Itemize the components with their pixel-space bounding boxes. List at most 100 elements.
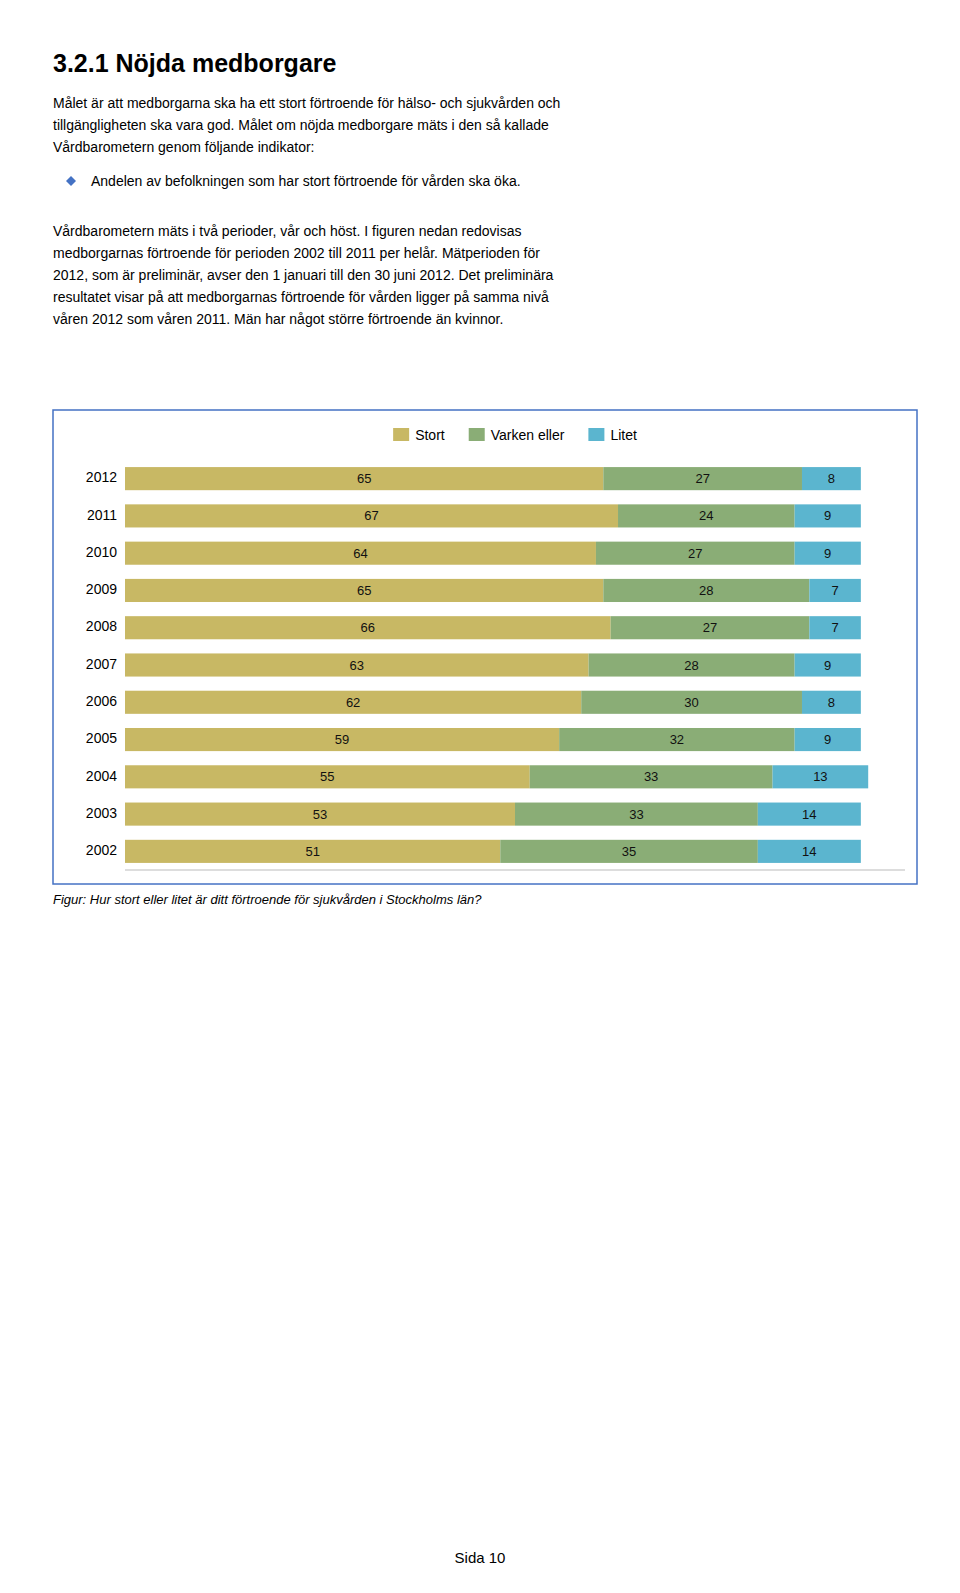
data-label: 7 [831, 620, 838, 635]
bar-segment [758, 803, 861, 826]
data-label: 33 [629, 807, 643, 822]
y-tick-label: 2003 [86, 805, 117, 821]
data-label: 9 [824, 658, 831, 673]
bar-segment [589, 653, 795, 676]
legend-swatch [393, 428, 409, 441]
data-label: 28 [684, 658, 698, 673]
bar-segment [773, 765, 869, 788]
page: 3.2.1 Nöjda medborgare Målet är att medbo… [0, 0, 960, 1593]
bar-segment [802, 691, 861, 714]
y-tick-label: 2011 [87, 507, 117, 523]
legend-label: Litet [610, 427, 637, 443]
y-tick-label: 2007 [86, 656, 117, 672]
body-text: 2012, som är preliminär, avser den 1 jan… [53, 267, 554, 283]
data-label: 9 [824, 546, 831, 561]
body-text: Vårdbarometern genom följande indikator: [53, 139, 315, 155]
chart-border [53, 410, 917, 884]
legend-swatch [469, 428, 485, 441]
bars [125, 467, 868, 863]
data-label: 67 [364, 508, 378, 523]
legend-item: Stort [393, 427, 445, 443]
data-label: 8 [828, 471, 835, 486]
y-tick-label: 2010 [86, 544, 117, 560]
bar-segment [795, 728, 861, 751]
data-label: 63 [350, 658, 364, 673]
bar-segment [125, 504, 618, 527]
data-label: 9 [824, 508, 831, 523]
bar-segment [125, 542, 596, 565]
data-label: 64 [353, 546, 367, 561]
bar-segment [559, 728, 794, 751]
data-label: 35 [622, 844, 636, 859]
data-label: 55 [320, 769, 334, 784]
bar-segment [125, 728, 559, 751]
bar-segment [603, 467, 802, 490]
bar-segment [795, 542, 861, 565]
bar-segment [125, 691, 581, 714]
data-label: 32 [670, 732, 684, 747]
bar-segment [603, 579, 809, 602]
bar-segment [618, 504, 795, 527]
data-label: 51 [305, 844, 319, 859]
data-label: 53 [313, 807, 327, 822]
y-tick-label: 2009 [86, 581, 117, 597]
bar-segment [809, 616, 861, 639]
legend-item: Litet [588, 427, 637, 443]
bar-segment [795, 504, 861, 527]
bar-segment [802, 467, 861, 490]
bar-segment [125, 765, 530, 788]
data-label: 13 [813, 769, 827, 784]
y-tick-label: 2002 [86, 842, 117, 858]
bar-segment [530, 765, 773, 788]
bar-segment [581, 691, 802, 714]
data-label: 62 [346, 695, 360, 710]
bar-segment [809, 579, 861, 602]
bar-segment [515, 803, 758, 826]
bullet-text: Andelen av befolkningen som har stort fö… [91, 173, 521, 189]
bar-segment [758, 840, 861, 863]
bar-segment [125, 616, 611, 639]
bar-segment [125, 467, 603, 490]
bar-segment [596, 542, 795, 565]
data-label: 7 [831, 583, 838, 598]
caption: Figur: Hur stort eller litet är ditt för… [53, 892, 482, 907]
body-text: våren 2012 som våren 2011. Män har något… [53, 311, 503, 327]
body-text: tillgängligheten ska vara god. Målet om … [53, 117, 549, 133]
data-label: 14 [802, 844, 816, 859]
data-label: 65 [357, 583, 371, 598]
legend-label: Stort [415, 427, 445, 443]
data-label: 8 [828, 695, 835, 710]
body-text: Målet är att medborgarna ska ha ett stor… [53, 95, 560, 111]
y-tick-label: 2006 [86, 693, 117, 709]
y-tick-label: 2008 [86, 618, 117, 634]
legend: Stort Varken eller Litet [393, 427, 637, 443]
y-tick-label: 2005 [86, 730, 117, 746]
data-label: 30 [684, 695, 698, 710]
body-text: Vårdbarometern mäts i två perioder, vår … [53, 223, 521, 239]
y-tick-label: 2004 [86, 768, 117, 784]
bar-segment [611, 616, 810, 639]
data-labels: 6527867249642796528766277632896230859329… [305, 471, 838, 859]
data-label: 14 [802, 807, 816, 822]
bar-segment [125, 653, 589, 676]
x-axis-line [125, 870, 905, 871]
body-text: resultatet visar på att medborgarnas för… [53, 289, 549, 305]
bar-segment [125, 803, 515, 826]
page-title: 3.2.1 Nöjda medborgare [53, 49, 337, 77]
data-label: 59 [335, 732, 349, 747]
data-label: 66 [361, 620, 375, 635]
bullet-marker [66, 176, 76, 186]
data-label: 24 [699, 508, 713, 523]
data-label: 33 [644, 769, 658, 784]
legend-swatch [588, 428, 604, 441]
body-text: medborgarnas förtroende för perioden 200… [53, 245, 540, 261]
bar-segment [125, 840, 500, 863]
y-tick-label: 2012 [86, 469, 117, 485]
legend-label: Varken eller [491, 427, 565, 443]
data-label: 65 [357, 471, 371, 486]
bar-segment [500, 840, 758, 863]
bar-segment [125, 579, 603, 602]
legend-item: Varken eller [469, 427, 565, 443]
data-label: 27 [688, 546, 702, 561]
data-label: 9 [824, 732, 831, 747]
